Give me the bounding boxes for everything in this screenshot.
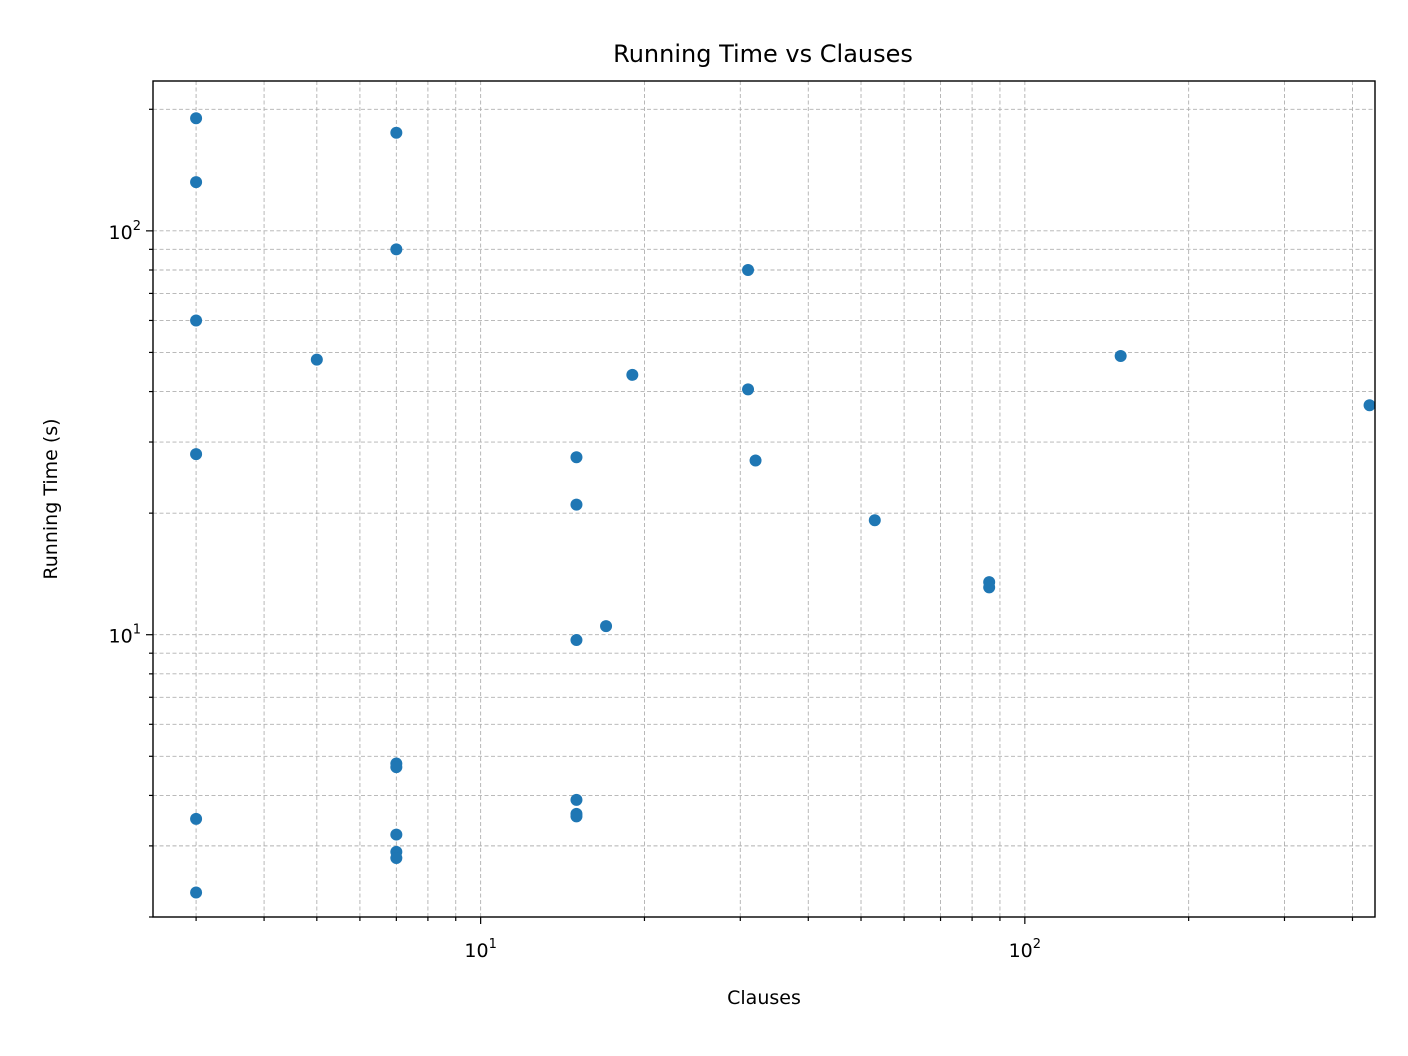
x-axis-label: Clauses <box>727 987 801 1009</box>
data-point <box>390 828 403 841</box>
data-point <box>742 263 755 276</box>
data-point <box>749 454 762 467</box>
data-point <box>310 353 323 366</box>
data-point <box>983 581 996 594</box>
plot-frame <box>152 80 1376 918</box>
y-axis-label: Running Time (s) <box>40 418 62 579</box>
data-point <box>190 112 203 125</box>
data-point <box>190 314 203 327</box>
axis-tick-labels: 101 102 101 102 <box>109 219 1042 962</box>
data-point <box>570 793 583 806</box>
data-point <box>190 886 203 899</box>
data-point <box>570 498 583 511</box>
data-point <box>190 812 203 825</box>
x-tick-label: 101 <box>464 937 496 962</box>
axis-ticks <box>146 108 1354 924</box>
chart-title: Running Time vs Clauses <box>613 40 913 68</box>
data-points <box>190 112 1376 899</box>
data-point <box>390 761 403 774</box>
y-tick-label: 102 <box>109 219 141 244</box>
grid-lines <box>153 81 1375 918</box>
data-point <box>570 451 583 464</box>
x-tick-label: 102 <box>1009 937 1041 962</box>
data-point <box>742 383 755 396</box>
data-point <box>600 620 613 633</box>
data-point <box>390 126 403 139</box>
data-point <box>190 176 203 189</box>
data-point <box>570 810 583 823</box>
data-point <box>390 243 403 256</box>
y-tick-label: 101 <box>109 623 141 648</box>
data-point <box>1363 399 1376 412</box>
data-point <box>626 368 639 381</box>
data-point <box>868 514 881 527</box>
data-point <box>190 448 203 461</box>
data-point <box>1114 349 1127 362</box>
data-point <box>570 634 583 647</box>
data-point <box>390 851 403 864</box>
